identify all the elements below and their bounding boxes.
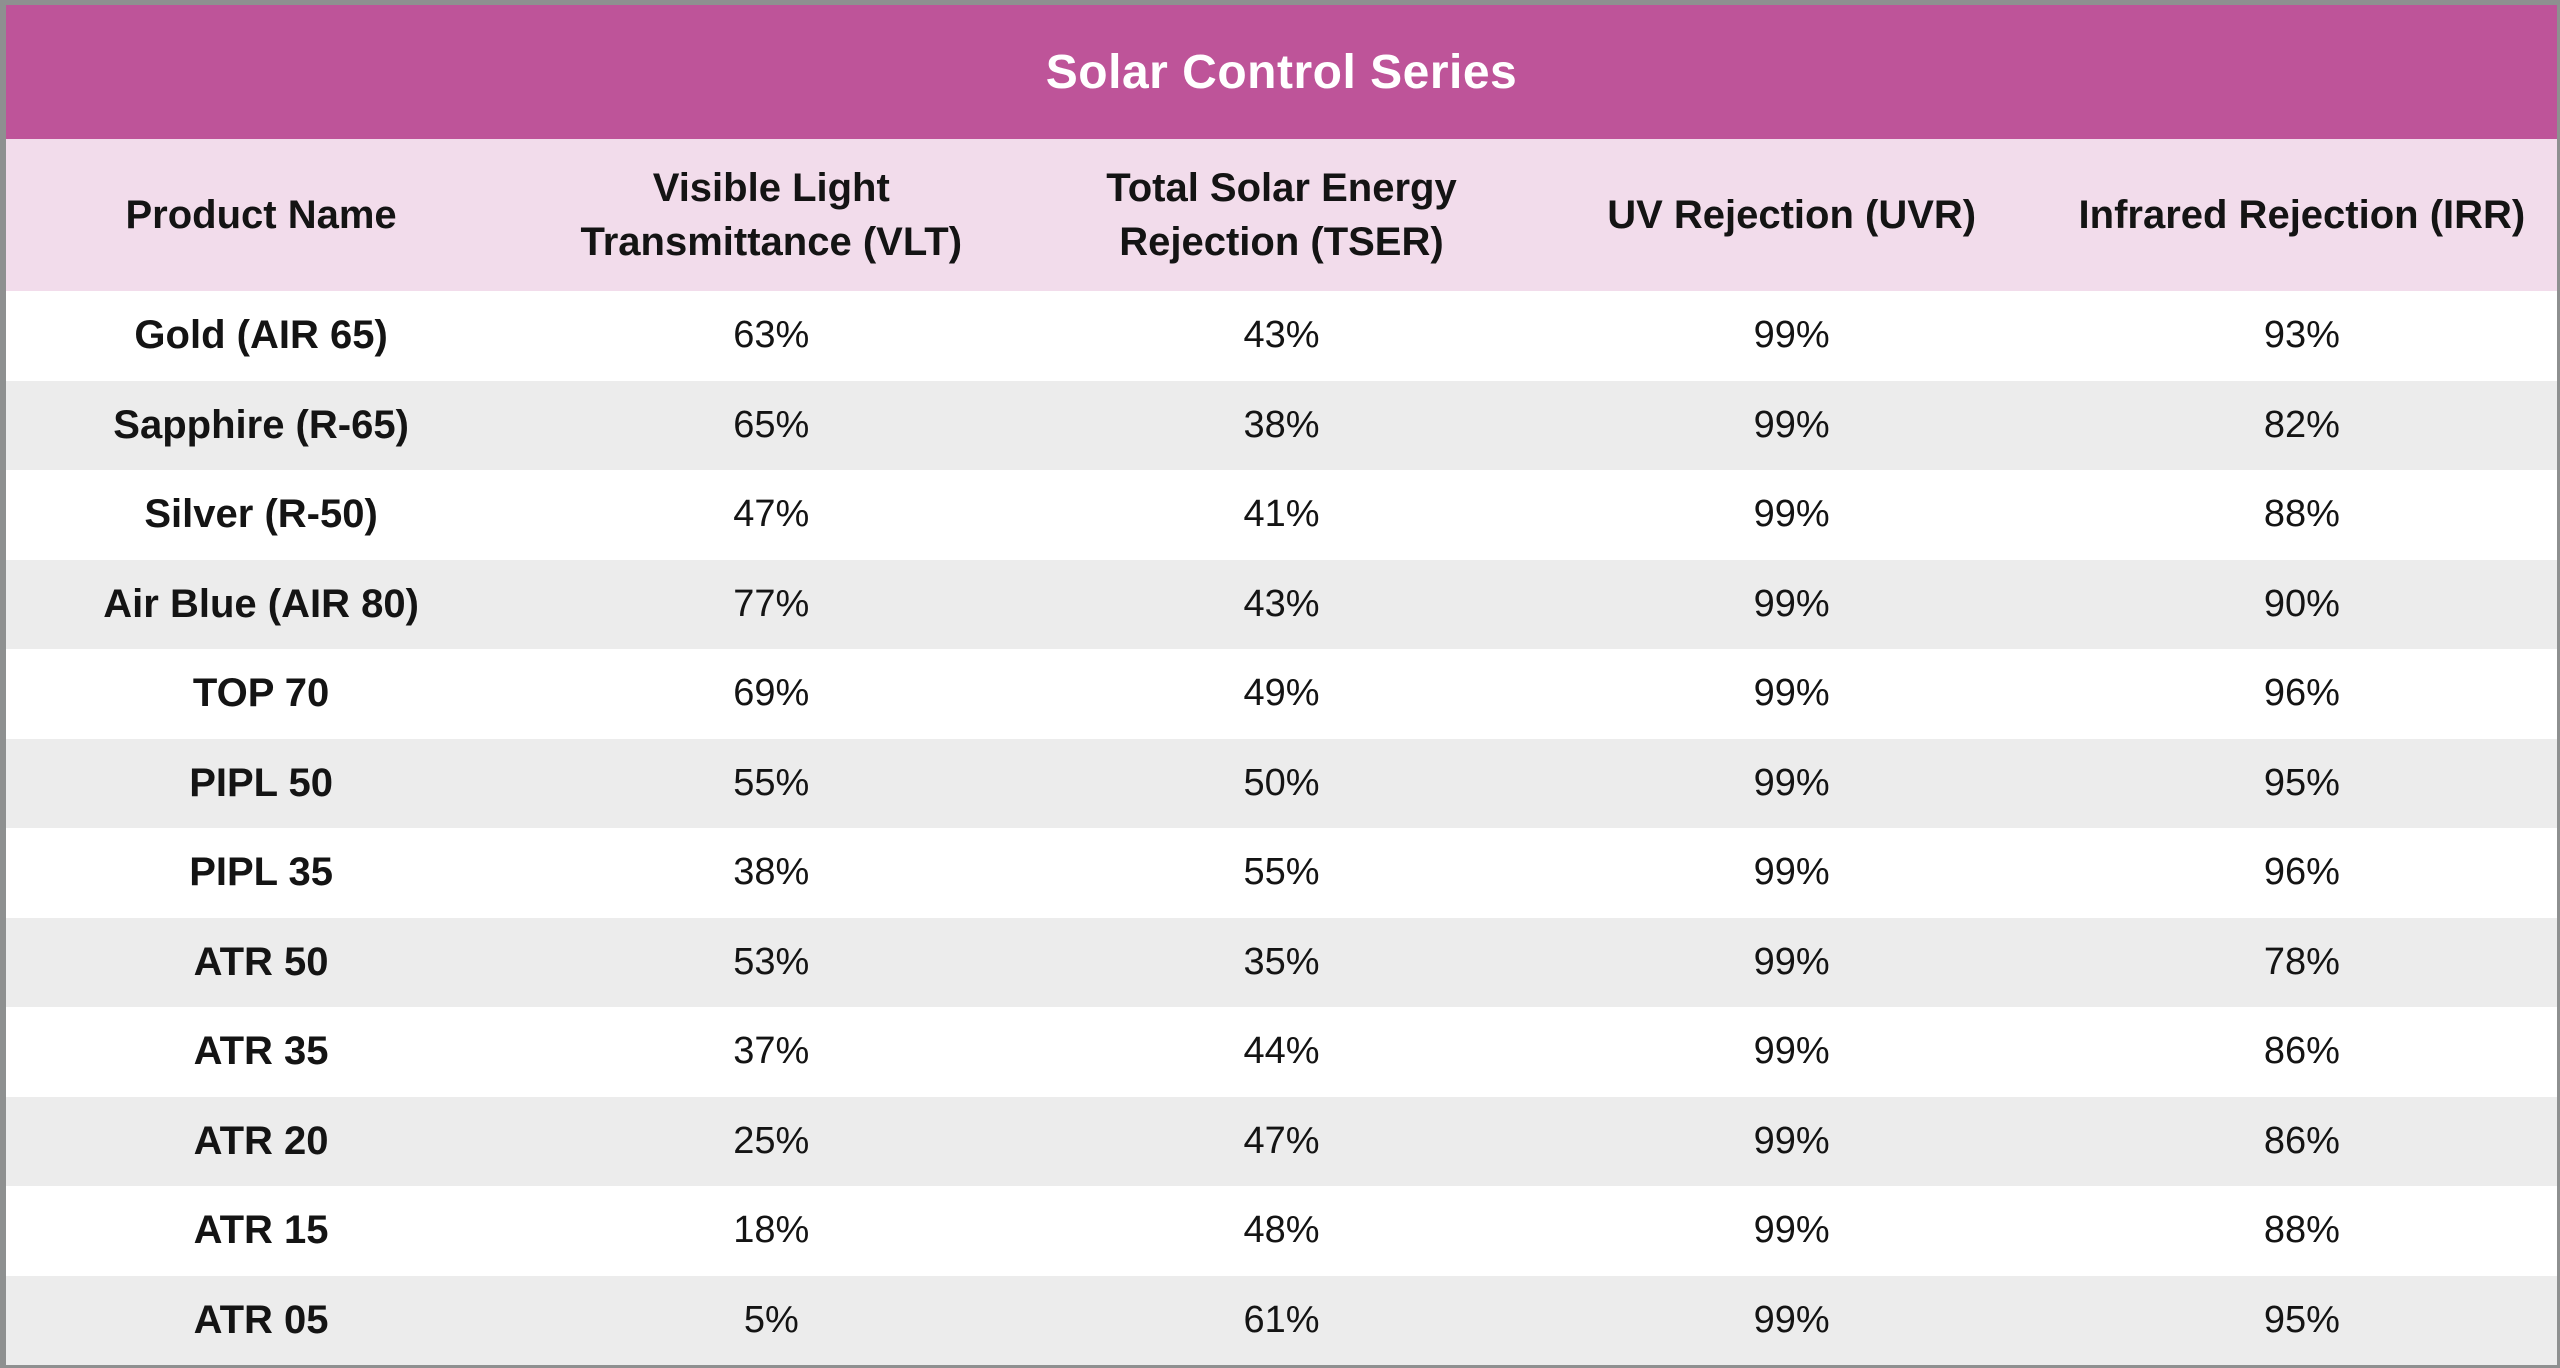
table-row: ATR 35 37% 44% 99% 86% — [6, 1007, 2557, 1097]
tser-cell: 49% — [1243, 672, 1320, 715]
vlt-cell: 65% — [733, 403, 810, 446]
vlt-cell: 63% — [733, 314, 810, 357]
product-name-cell: ATR 50 — [193, 939, 329, 984]
header-row: Product Name Visible Light Transmittance… — [6, 139, 2557, 291]
table-row: Gold (AIR 65) 63% 43% 99% 93% — [6, 291, 2557, 381]
irr-cell: 95% — [2263, 1298, 2340, 1341]
uvr-cell: 99% — [1753, 1209, 1830, 1252]
vlt-cell: 18% — [733, 1209, 810, 1252]
vlt-cell: 38% — [733, 851, 810, 894]
uvr-cell: 99% — [1753, 1030, 1830, 1073]
tser-cell: 55% — [1243, 851, 1320, 894]
table-row: Sapphire (R-65) 65% 38% 99% 82% — [6, 380, 2557, 470]
uvr-cell: 99% — [1753, 403, 1830, 446]
tser-cell: 38% — [1243, 403, 1320, 446]
product-name-cell: ATR 05 — [193, 1297, 329, 1342]
irr-cell: 88% — [2263, 493, 2340, 536]
tser-cell: 47% — [1243, 1119, 1320, 1162]
irr-cell: 82% — [2263, 403, 2340, 446]
table-row: ATR 50 53% 35% 99% 78% — [6, 917, 2557, 1007]
table-title: Solar Control Series — [1045, 45, 1518, 99]
uvr-cell: 99% — [1753, 493, 1830, 536]
spec-table: Product Name Visible Light Transmittance… — [6, 139, 2557, 1365]
irr-cell: 93% — [2263, 314, 2340, 357]
irr-cell: 86% — [2263, 1119, 2340, 1162]
table-row: Air Blue (AIR 80) 77% 43% 99% 90% — [6, 559, 2557, 649]
irr-cell: 96% — [2263, 672, 2340, 715]
table-row: PIPL 50 55% 50% 99% 95% — [6, 738, 2557, 828]
uvr-cell: 99% — [1753, 940, 1830, 983]
vlt-cell: 69% — [733, 672, 810, 715]
vlt-cell: 53% — [733, 940, 810, 983]
irr-cell: 88% — [2263, 1209, 2340, 1252]
tser-cell: 48% — [1243, 1209, 1320, 1252]
uvr-cell: 99% — [1753, 851, 1830, 894]
product-name-cell: Silver (R-50) — [144, 492, 378, 537]
tser-cell: 35% — [1243, 940, 1320, 983]
product-name-cell: PIPL 50 — [189, 760, 333, 805]
tser-cell: 44% — [1243, 1030, 1320, 1073]
tser-cell: 43% — [1243, 314, 1320, 357]
col-header-product-name: Product Name — [125, 193, 397, 237]
product-name-cell: PIPL 35 — [189, 850, 333, 895]
table-row: ATR 05 5% 61% 99% 95% — [6, 1275, 2557, 1365]
uvr-cell: 99% — [1753, 1298, 1830, 1341]
vlt-cell: 37% — [733, 1030, 810, 1073]
table-row: ATR 20 25% 47% 99% 86% — [6, 1096, 2557, 1186]
uvr-cell: 99% — [1753, 314, 1830, 357]
col-header-irr: Infrared Rejection (IRR) — [2078, 193, 2526, 237]
vlt-cell: 5% — [743, 1298, 799, 1341]
table-title-bar: Solar Control Series — [6, 5, 2557, 139]
product-name-cell: ATR 35 — [193, 1029, 329, 1074]
uvr-cell: 99% — [1753, 672, 1830, 715]
table-row: PIPL 35 38% 55% 99% 96% — [6, 828, 2557, 918]
vlt-cell: 77% — [733, 582, 810, 625]
col-header-uvr: UV Rejection (UVR) — [1607, 193, 1977, 237]
product-name-cell: Air Blue (AIR 80) — [103, 581, 419, 626]
product-name-cell: TOP 70 — [192, 671, 330, 716]
table-row: Silver (R-50) 47% 41% 99% 88% — [6, 470, 2557, 560]
col-header-vlt: Visible Light Transmittance (VLT) — [580, 166, 963, 264]
uvr-cell: 99% — [1753, 761, 1830, 804]
irr-cell: 95% — [2263, 761, 2340, 804]
product-name-cell: Gold (AIR 65) — [134, 313, 388, 358]
tser-cell: 41% — [1243, 493, 1320, 536]
irr-cell: 90% — [2263, 582, 2340, 625]
irr-cell: 78% — [2263, 940, 2340, 983]
irr-cell: 96% — [2263, 851, 2340, 894]
vlt-cell: 55% — [733, 761, 810, 804]
product-name-cell: ATR 15 — [193, 1208, 329, 1253]
tser-cell: 50% — [1243, 761, 1320, 804]
irr-cell: 86% — [2263, 1030, 2340, 1073]
product-name-cell: Sapphire (R-65) — [113, 402, 409, 447]
uvr-cell: 99% — [1753, 582, 1830, 625]
tser-cell: 61% — [1243, 1298, 1320, 1341]
col-header-tser: Total Solar Energy Rejection (TSER) — [1106, 166, 1457, 264]
tser-cell: 43% — [1243, 582, 1320, 625]
table-row: TOP 70 69% 49% 99% 96% — [6, 649, 2557, 739]
product-name-cell: ATR 20 — [193, 1118, 329, 1163]
uvr-cell: 99% — [1753, 1119, 1830, 1162]
vlt-cell: 25% — [733, 1119, 810, 1162]
vlt-cell: 47% — [733, 493, 810, 536]
table-row: ATR 15 18% 48% 99% 88% — [6, 1186, 2557, 1276]
